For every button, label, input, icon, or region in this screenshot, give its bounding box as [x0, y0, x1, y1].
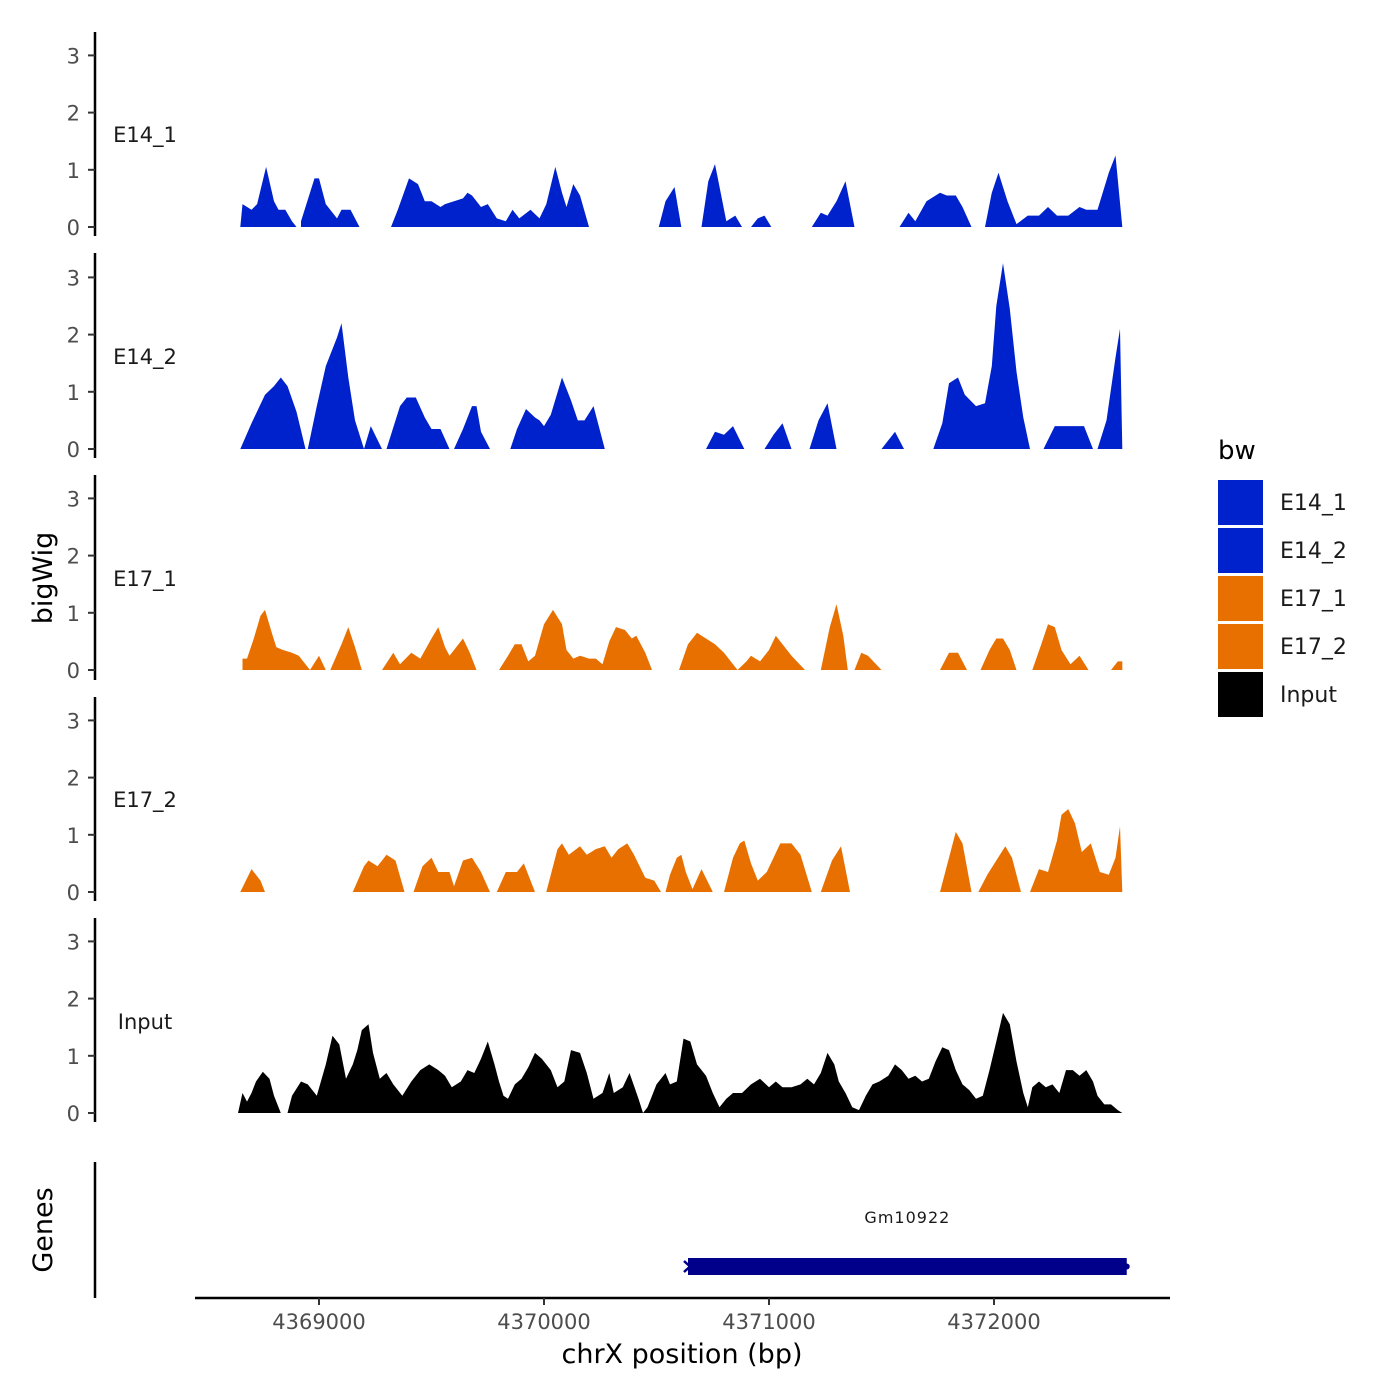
- coverage-area-E14_2: [1043, 426, 1093, 449]
- coverage-area-E14_1: [701, 164, 742, 227]
- track-label: E14_1: [113, 123, 177, 148]
- y-tick-label: 1: [67, 159, 80, 183]
- coverage-area-E17_1: [820, 604, 882, 670]
- y-tick-label: 1: [67, 1045, 80, 1069]
- x-tick-label: 4371000: [722, 1310, 816, 1334]
- coverage-area-E14_1: [811, 181, 855, 227]
- coverage-area-E17_2: [724, 840, 812, 892]
- coverage-area-E14_1: [751, 215, 772, 227]
- coverage-area-E14_2: [809, 403, 837, 449]
- y-tick-label: 2: [67, 102, 80, 126]
- coverage-area-E14_1: [985, 155, 1123, 227]
- track-Input: 0 1 2 3 Input: [67, 918, 1123, 1126]
- coverage-area-E17_2: [240, 869, 265, 892]
- coverage-area-E14_2: [386, 397, 450, 449]
- gene-body: [688, 1258, 1127, 1275]
- coverage-area-E17_2: [665, 854, 713, 892]
- gene-layer: Gm10922: [683, 1208, 1130, 1275]
- track-E14_2: 0 1 2 3 E14_2: [67, 253, 1123, 462]
- genes-axis-title: Genes: [28, 1187, 59, 1272]
- coverage-area-E17_1: [382, 627, 477, 670]
- legend-swatch: [1218, 624, 1263, 669]
- track-label: E17_1: [113, 567, 177, 592]
- track-E17_2: 0 1 2 3 E17_2: [67, 697, 1123, 905]
- coverage-area-E14_2: [454, 406, 490, 449]
- coverage-area-E17_2: [496, 863, 535, 892]
- y-tick-label: 0: [67, 438, 80, 462]
- genes-track: Genes Gm10922: [28, 1162, 1130, 1298]
- coverage-area-Input: [238, 1012, 1123, 1113]
- legend-label: E14_2: [1280, 539, 1347, 564]
- track-label: Input: [118, 1010, 172, 1034]
- x-tick-label: 4370000: [497, 1310, 591, 1334]
- coverage-area-E17_1: [980, 638, 1017, 670]
- x-axis-title: chrX position (bp): [561, 1339, 802, 1370]
- coverage-area-E17_1: [679, 632, 805, 670]
- gene-strand-marker: [683, 1260, 692, 1273]
- legend-label: Input: [1280, 683, 1337, 708]
- y-tick-label: 0: [67, 659, 80, 683]
- legend-title: bw: [1218, 436, 1256, 466]
- coverage-area-E14_2: [510, 377, 605, 449]
- coverage-area-E14_2: [933, 263, 1030, 449]
- x-tick-label: 4369000: [272, 1310, 366, 1334]
- bigwig-track-panels: 0 1 2 3 E14_1 0 1 2 3 E14_2 0 1 2 3 E17_1 0 1 2 3 E17_2 0 1 2 3…: [67, 32, 1123, 1126]
- coverage-area-E17_2: [820, 846, 850, 892]
- coverage-area-E17_2: [413, 857, 490, 892]
- legend-swatch: [1218, 480, 1263, 525]
- coverage-area-E14_2: [1097, 328, 1123, 449]
- legend: bw E14_1 E14_2 E17_1 E17_2 Input: [1218, 436, 1347, 717]
- track-E14_1: 0 1 2 3 E14_1: [67, 32, 1123, 240]
- coverage-area-E14_1: [301, 178, 360, 227]
- gene-end-marker: [1123, 1263, 1130, 1270]
- coverage-area-E17_1: [940, 652, 967, 670]
- track-label: E17_2: [113, 788, 177, 813]
- x-tick-label: 4372000: [947, 1310, 1041, 1334]
- coverage-area-E14_1: [240, 166, 297, 227]
- coverage-area-E17_1: [499, 609, 652, 670]
- coverage-area-E14_1: [658, 187, 682, 227]
- coverage-area-E17_2: [546, 843, 661, 892]
- legend-swatch: [1218, 576, 1263, 621]
- legend-label: E17_2: [1280, 635, 1347, 660]
- coverage-area-E17_1: [1111, 661, 1123, 670]
- legend-swatch: [1218, 672, 1263, 717]
- y-tick-label: 2: [67, 324, 80, 348]
- y-tick-label: 3: [67, 487, 80, 511]
- coverage-area-E14_2: [764, 423, 792, 449]
- coverage-area-E17_1: [1032, 624, 1089, 670]
- y-tick-label: 3: [67, 930, 80, 954]
- y-tick-label: 1: [67, 602, 80, 626]
- y-tick-label: 3: [67, 266, 80, 290]
- coverage-area-E17_2: [940, 831, 972, 892]
- coverage-area-E17_2: [352, 854, 405, 892]
- coverage-area-E17_1: [242, 609, 362, 670]
- track-label: E14_2: [113, 345, 177, 370]
- coverage-area-E17_2: [978, 809, 1123, 892]
- coverage-area-E14_1: [899, 192, 972, 227]
- legend-label: E17_1: [1280, 587, 1347, 612]
- coverage-area-E14_2: [881, 431, 904, 449]
- y-tick-label: 3: [67, 709, 80, 733]
- y-tick-label: 1: [67, 824, 80, 848]
- x-axis: 4369000 4370000 4371000 4372000: [195, 1296, 1170, 1334]
- coverage-area-E14_1: [391, 166, 589, 227]
- coverage-area-E14_2: [706, 426, 745, 449]
- gene-label: Gm10922: [864, 1208, 950, 1227]
- y-tick-label: 0: [67, 216, 80, 240]
- y-tick-label: 0: [67, 1102, 80, 1126]
- y-tick-label: 0: [67, 881, 80, 905]
- y-tick-label: 1: [67, 381, 80, 405]
- y-tick-label: 3: [67, 44, 80, 68]
- y-tick-label: 2: [67, 545, 80, 569]
- coverage-area-E14_2: [307, 323, 382, 449]
- track-E17_1: 0 1 2 3 E17_1: [67, 475, 1123, 683]
- y-tick-label: 2: [67, 767, 80, 791]
- y-axis-title: bigWig: [28, 532, 59, 625]
- legend-label: E14_1: [1280, 491, 1347, 516]
- y-tick-label: 2: [67, 988, 80, 1012]
- legend-swatch: [1218, 528, 1263, 573]
- coverage-area-E14_2: [240, 377, 306, 449]
